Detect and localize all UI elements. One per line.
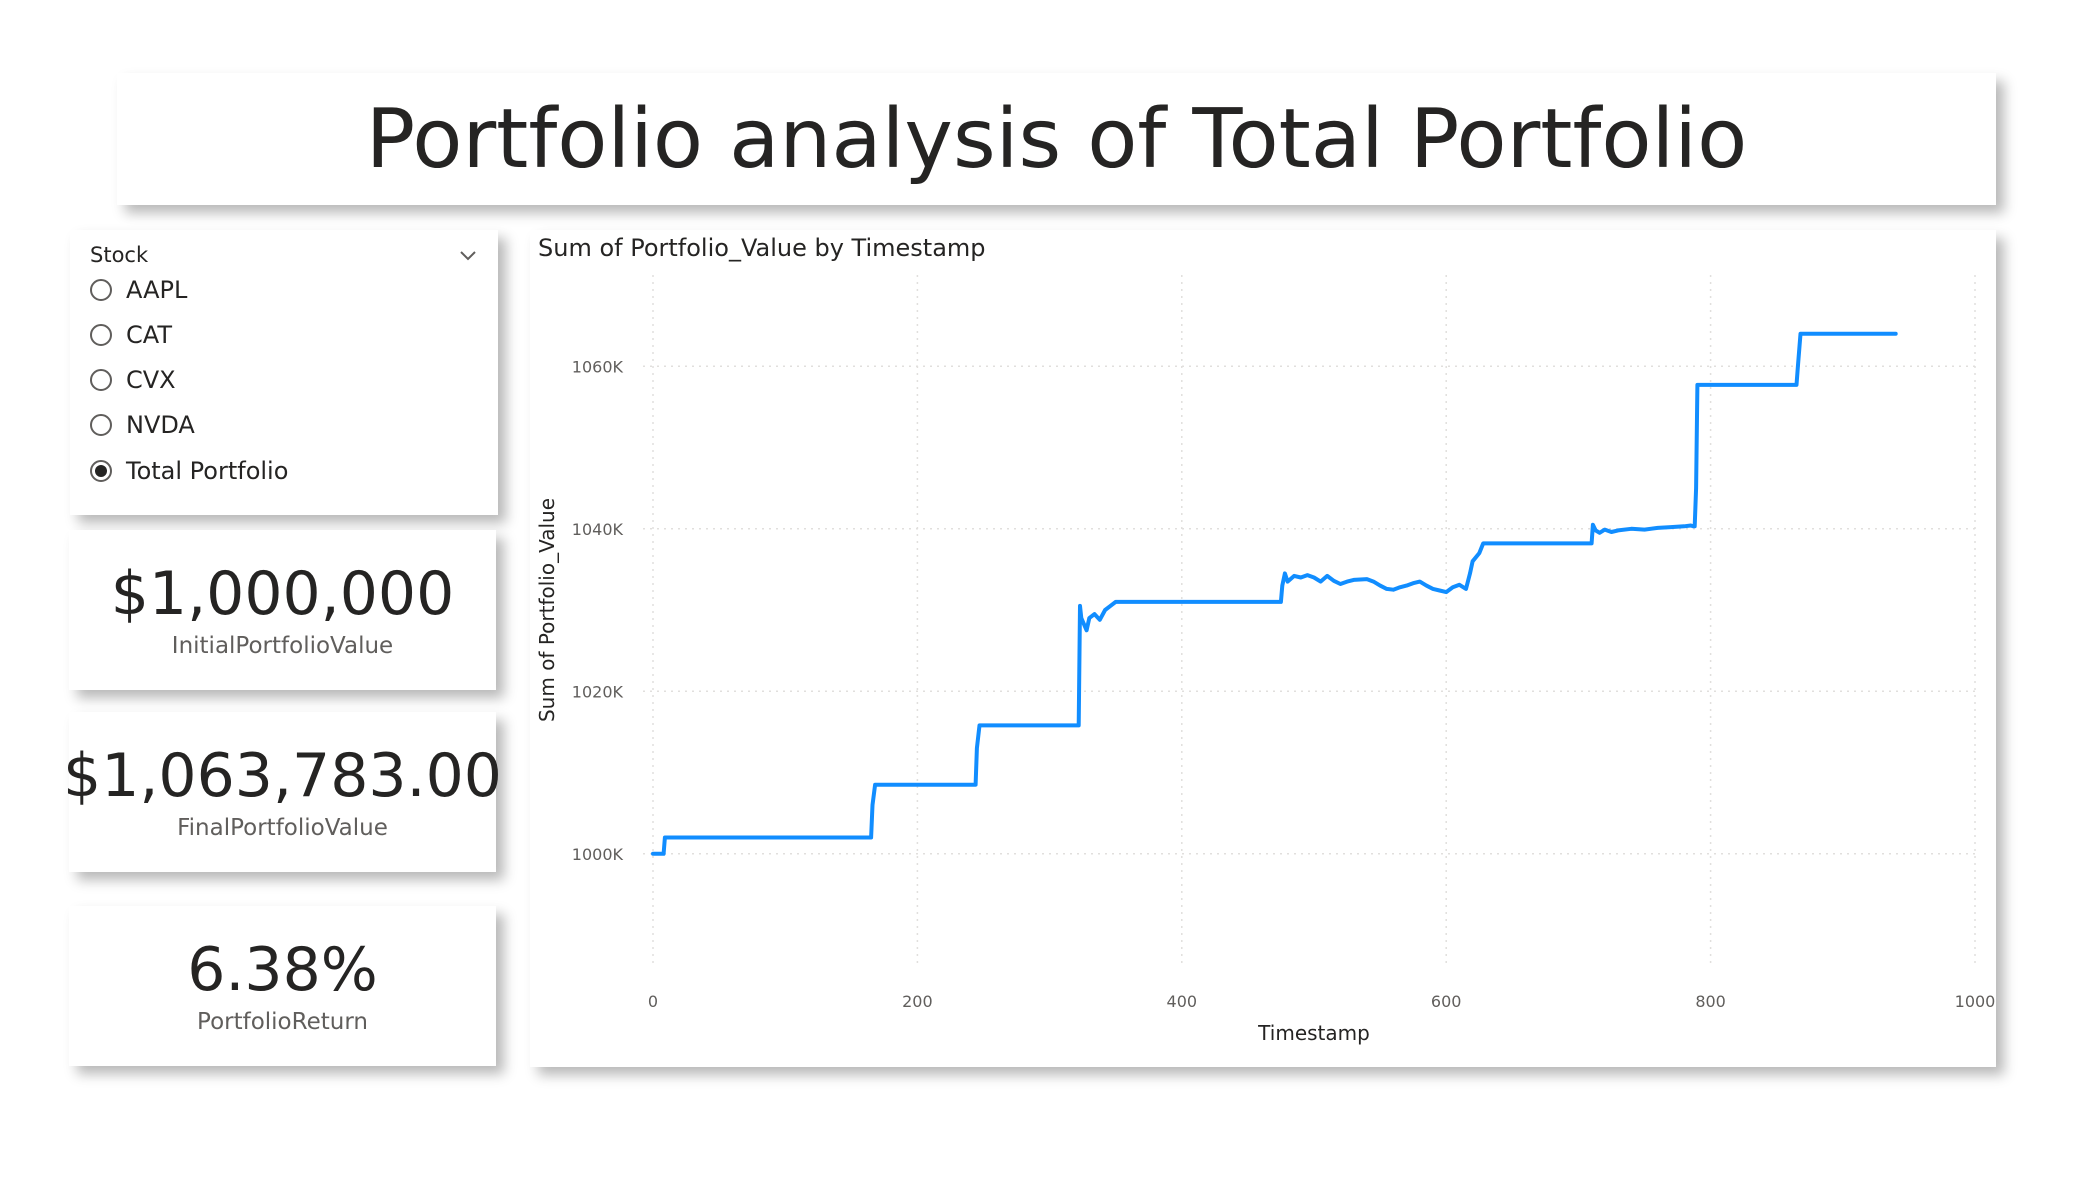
line-chart: 1000K 1020K 1040K 1060K 0 200 400 600 800 1000 Ti… — [535, 275, 1996, 1045]
stock-slicer: Stock AAPL CAT CVX NVDA Total Portfolio — [70, 230, 498, 515]
page-title: Portfolio analysis of Total Portfolio — [365, 91, 1748, 187]
slicer-item-label: NVDA — [126, 411, 195, 439]
x-tick-label: 600 — [1431, 992, 1462, 1011]
x-tick-label: 200 — [902, 992, 933, 1011]
line-chart-card: 1000K 1020K 1040K 1060K 0 200 400 600 800 1000 Ti… — [530, 230, 1996, 1067]
radio-button[interactable] — [90, 324, 112, 346]
radio-button[interactable] — [90, 279, 112, 301]
radio-button-selected[interactable] — [90, 460, 112, 482]
y-axis-title: Sum of Portfolio_Value — [535, 498, 559, 722]
kpi-value: $1,000,000 — [110, 559, 455, 629]
y-tick-label: 1060K — [572, 357, 624, 376]
series-layer — [651, 331, 1898, 856]
slicer-title: Stock — [90, 243, 149, 267]
series-line[interactable] — [651, 331, 1898, 856]
y-tick-label: 1020K — [572, 682, 624, 701]
x-axis-title: Timestamp — [1257, 1021, 1370, 1045]
chevron-down-icon[interactable] — [458, 245, 478, 265]
slicer-item-label: CVX — [126, 366, 176, 394]
slicer-item-aapl[interactable]: AAPL — [90, 274, 187, 306]
kpi-card-final-value: $1,063,783.00 FinalPortfolioValue — [63, 712, 502, 872]
kpi-value: $1,063,783.00 — [63, 741, 502, 811]
slicer-item-cvx[interactable]: CVX — [90, 364, 176, 396]
slicer-header: Stock — [90, 240, 478, 270]
radio-button[interactable] — [90, 369, 112, 391]
kpi-card-initial-value: $1,000,000 InitialPortfolioValue — [69, 530, 496, 690]
y-tick-label: 1000K — [572, 845, 624, 864]
title-card: Portfolio analysis of Total Portfolio — [117, 73, 1996, 205]
slicer-item-label: CAT — [126, 321, 172, 349]
gridlines — [643, 275, 1976, 965]
slicer-item-label: AAPL — [126, 276, 188, 304]
slicer-item-cat[interactable]: CAT — [90, 319, 172, 351]
kpi-card-portfolio-return: 6.38% PortfolioReturn — [69, 906, 496, 1066]
slicer-item-label: Total Portfolio — [126, 457, 289, 485]
kpi-label: PortfolioReturn — [197, 1009, 368, 1035]
x-tick-label: 1000 — [1955, 992, 1996, 1011]
kpi-value: 6.38% — [187, 935, 378, 1005]
kpi-label: FinalPortfolioValue — [177, 815, 388, 841]
tick-labels: 1000K 1020K 1040K 1060K 0 200 400 600 800 1000 — [572, 357, 1996, 1011]
x-tick-label: 800 — [1695, 992, 1726, 1011]
x-tick-label: 400 — [1167, 992, 1198, 1011]
slicer-item-total-portfolio[interactable]: Total Portfolio — [90, 455, 288, 487]
x-tick-label: 0 — [648, 992, 658, 1011]
chart-title: Sum of Portfolio_Value by Timestamp — [538, 234, 986, 262]
kpi-label: InitialPortfolioValue — [171, 633, 394, 659]
radio-button[interactable] — [90, 414, 112, 436]
slicer-item-nvda[interactable]: NVDA — [90, 409, 195, 441]
y-tick-label: 1040K — [572, 520, 624, 539]
